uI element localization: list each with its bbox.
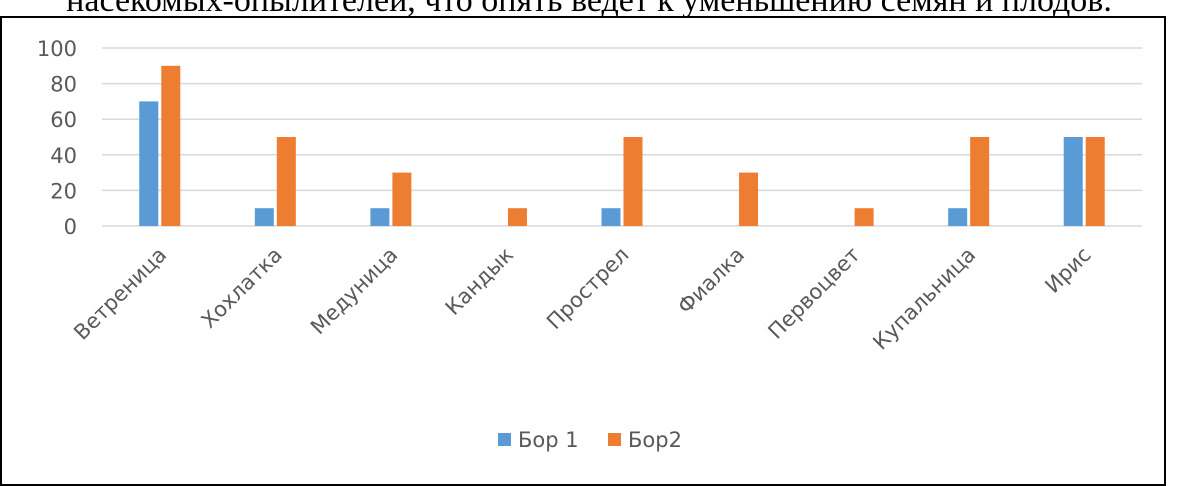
x-category-label: Прострел <box>542 243 634 335</box>
bar-2-1 <box>276 137 296 226</box>
y-tick-label: 40 <box>50 144 77 168</box>
y-tick-label: 80 <box>50 73 77 97</box>
bar-1-0 <box>139 101 159 226</box>
legend: Бор 1 Бор2 <box>498 428 682 452</box>
bar-1-4 <box>601 208 621 226</box>
bar-2-0 <box>161 65 181 226</box>
chart-frame: 0 20 40 60 80 100 Ветреница Хохлатка Медуница Ка… <box>0 16 1166 486</box>
bar-2-6 <box>854 208 874 226</box>
legend-swatch-1 <box>498 433 511 446</box>
bar-2-8 <box>1085 137 1105 226</box>
context-text: насекомых-опылителей, что опять ведёт к … <box>66 0 1112 19</box>
legend-label-2: Бор2 <box>628 428 682 452</box>
x-axis-labels: Ветреница Хохлатка Медуница Кандык Прострел Ф… <box>69 243 1096 355</box>
x-category-label: Первоцвет <box>763 243 864 344</box>
legend-label-1: Бор 1 <box>518 428 579 452</box>
bars <box>139 65 1105 226</box>
x-category-label: Медуница <box>306 243 403 340</box>
bar-1-7 <box>948 208 968 226</box>
x-category-label: Кандык <box>441 243 518 320</box>
y-tick-label: 100 <box>37 37 77 61</box>
bar-2-7 <box>970 137 990 226</box>
bar-1-2 <box>370 208 390 226</box>
y-tick-label: 60 <box>50 108 77 132</box>
x-category-label: Хохлатка <box>197 243 287 333</box>
bar-2-2 <box>392 172 412 226</box>
bar-chart: 0 20 40 60 80 100 Ветреница Хохлатка Медуница Ка… <box>37 37 1142 452</box>
bar-2-4 <box>623 137 643 226</box>
bar-1-8 <box>1063 137 1083 226</box>
x-category-label: Фиалка <box>673 243 749 319</box>
bar-2-3 <box>507 208 527 226</box>
y-tick-label: 20 <box>50 179 77 203</box>
gridlines <box>102 47 1142 227</box>
y-axis-ticks: 0 20 40 60 80 100 <box>37 37 77 239</box>
bar-1-1 <box>254 208 274 226</box>
legend-swatch-2 <box>608 433 621 446</box>
y-tick-label: 0 <box>64 215 77 239</box>
x-category-label: Купальница <box>868 243 980 355</box>
x-category-label: Ветреница <box>69 243 171 345</box>
x-category-label: Ирис <box>1040 243 1095 298</box>
bar-2-5 <box>739 172 759 226</box>
